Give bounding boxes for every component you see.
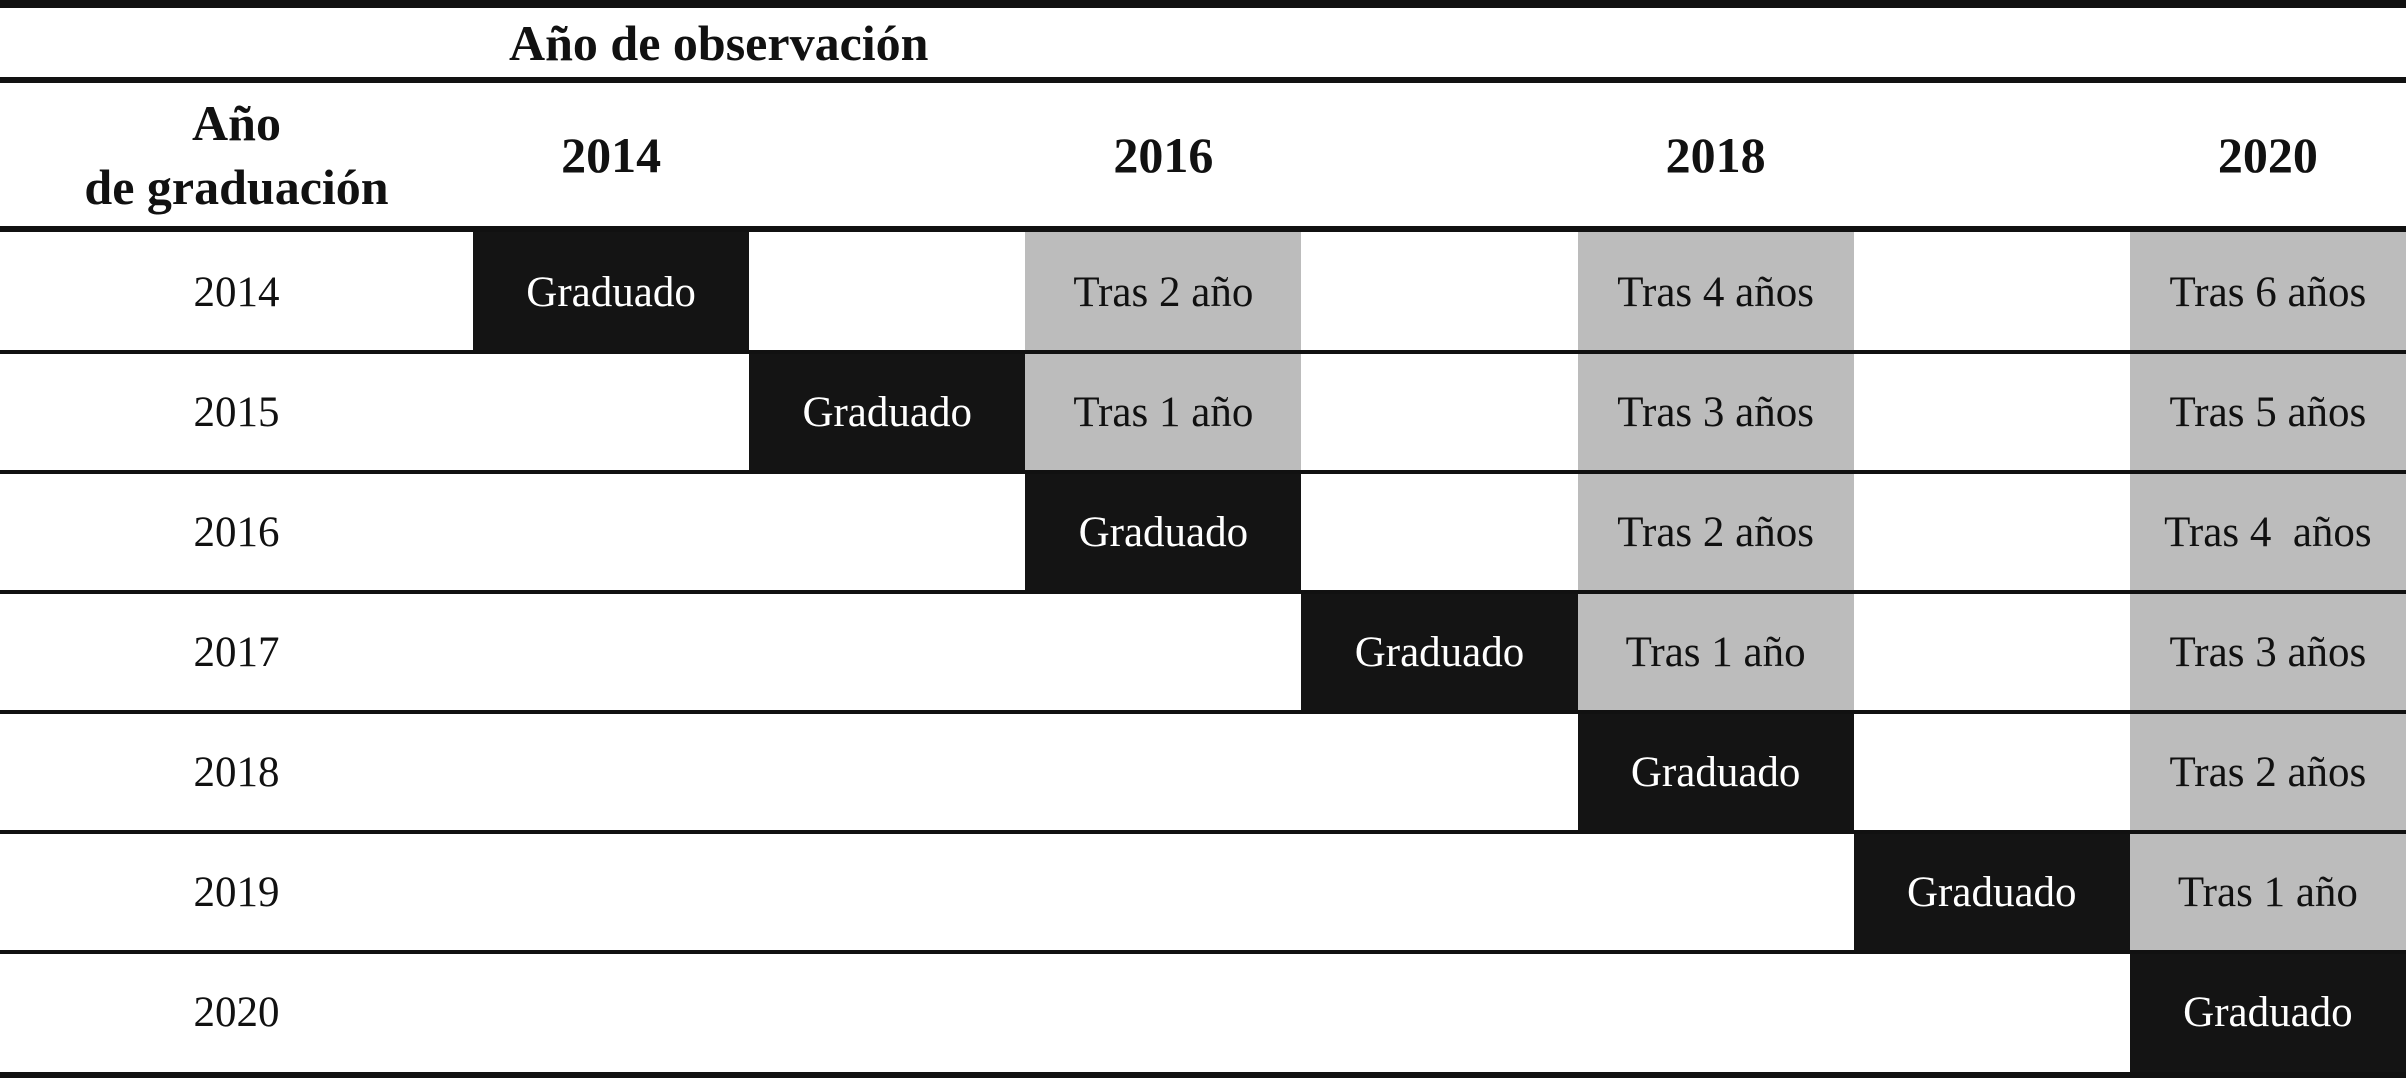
row-rule	[0, 950, 2406, 954]
status-cell: Tras 2 año	[1025, 232, 1302, 352]
status-cell: Tras 6 años	[2129, 232, 2406, 352]
status-cell: Tras 2 años	[2129, 712, 2406, 832]
row-header-line: de graduación	[84, 158, 389, 215]
status-cell: Graduado	[473, 232, 750, 352]
status-cell: Graduado	[1301, 592, 1578, 712]
status-cell: Graduado	[1577, 712, 1854, 832]
row-header-line: Año	[192, 94, 281, 151]
row-label: 2015	[193, 388, 280, 436]
status-cell: Tras 3 años	[2129, 592, 2406, 712]
row-rule	[0, 710, 2406, 714]
top-rule	[0, 0, 2406, 8]
row-label: 2018	[193, 748, 280, 796]
row-label: 2020	[193, 988, 280, 1036]
column-header: 2014	[561, 126, 662, 183]
status-cell: Graduado	[1025, 472, 1302, 592]
header-rule	[0, 77, 2406, 83]
status-cell: Tras 1 año	[1025, 352, 1302, 472]
status-cell: Tras 3 años	[1577, 352, 1854, 472]
status-cell: Tras 1 año	[2129, 832, 2406, 952]
column-header: 2016	[1113, 126, 1214, 183]
row-rule	[0, 470, 2406, 474]
status-cell: Tras 5 años	[2129, 352, 2406, 472]
row-label: 2016	[193, 508, 280, 556]
status-cell: Graduado	[1853, 832, 2130, 952]
status-cell: Graduado	[2129, 952, 2406, 1072]
status-cell: Tras 2 años	[1577, 472, 1854, 592]
row-rule	[0, 830, 2406, 834]
column-header: 2020	[2217, 126, 2318, 183]
column-header: 2018	[1665, 126, 1766, 183]
row-rule	[0, 590, 2406, 594]
row-label: 2019	[193, 868, 280, 916]
row-header: Año de graduación	[0, 83, 473, 226]
row-label: 2014	[193, 268, 280, 316]
status-cell: Tras 1 año	[1577, 592, 1854, 712]
status-cell: Tras 4 años	[2129, 472, 2406, 592]
row-label: 2017	[193, 628, 280, 676]
row-rule	[0, 350, 2406, 354]
status-cell: Graduado	[749, 352, 1026, 472]
table-title: Año de observación	[509, 14, 929, 71]
bottom-rule	[0, 1072, 2406, 1078]
status-cell: Tras 4 años	[1577, 232, 1854, 352]
header-bottom-rule	[0, 226, 2406, 232]
